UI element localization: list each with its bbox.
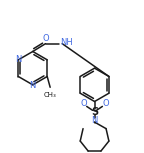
Text: O: O [80,99,87,108]
Text: O: O [102,99,109,108]
Text: NH: NH [60,38,73,47]
Text: O: O [42,34,49,43]
Text: S: S [91,107,98,117]
Text: CH₃: CH₃ [44,92,57,98]
Text: N: N [15,55,21,64]
Text: N: N [29,81,35,90]
Text: N: N [91,116,98,125]
